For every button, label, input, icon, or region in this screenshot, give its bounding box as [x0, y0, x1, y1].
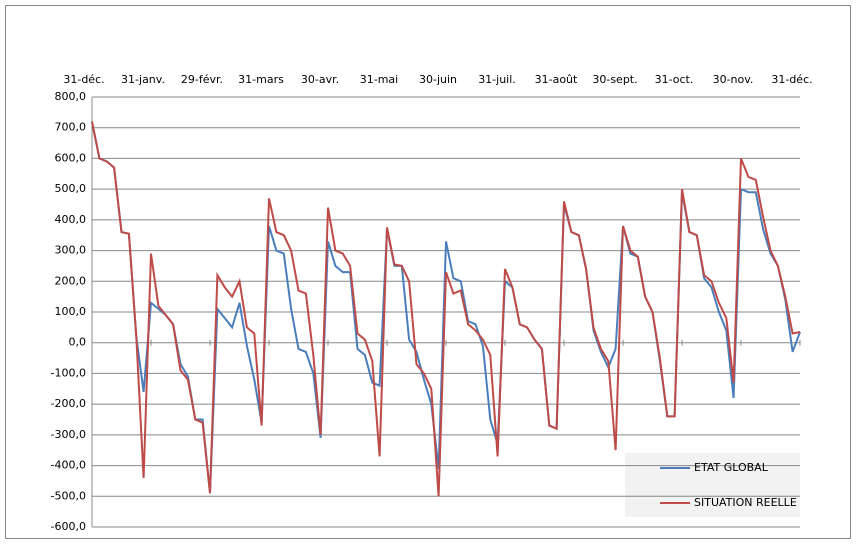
- legend-label: SITUATION REELLE: [694, 496, 797, 509]
- y-tick-label: -300,0: [51, 428, 86, 441]
- y-tick-label: 0,0: [69, 336, 87, 349]
- y-tick-label: -600,0: [51, 520, 86, 533]
- x-tick-label: 29-févr.: [181, 73, 223, 86]
- y-tick-label: 500,0: [55, 182, 87, 195]
- x-tick-label: 31-oct.: [655, 73, 694, 86]
- y-tick-label: -400,0: [51, 459, 86, 472]
- x-tick-label: 31-juil.: [478, 73, 516, 86]
- y-tick-label: -200,0: [51, 397, 86, 410]
- series-line: [91, 121, 801, 497]
- x-tick-label: 31-janv.: [121, 73, 165, 86]
- y-tick-label: 100,0: [55, 305, 87, 318]
- legend-label: ETAT GLOBAL: [694, 461, 769, 474]
- x-tick-label: 31-déc.: [771, 73, 812, 86]
- x-tick-label: 30-sept.: [592, 73, 637, 86]
- x-tick-label: 30-juin: [419, 73, 457, 86]
- legend-box: [625, 453, 800, 517]
- x-tick-label: 30-nov.: [713, 73, 754, 86]
- x-tick-label: 31-mars: [238, 73, 284, 86]
- y-tick-label: 800,0: [55, 90, 87, 103]
- y-tick-label: 700,0: [55, 121, 87, 134]
- y-tick-label: 300,0: [55, 244, 87, 257]
- chart-border: [5, 5, 851, 539]
- x-tick-label: 31-août: [535, 73, 578, 86]
- y-tick-label: 600,0: [55, 151, 87, 164]
- y-tick-label: -500,0: [51, 489, 86, 502]
- y-tick-label: -100,0: [51, 366, 86, 379]
- x-tick-label: 31-déc.: [63, 73, 104, 86]
- y-tick-label: 200,0: [55, 274, 87, 287]
- x-tick-label: 31-mai: [360, 73, 398, 86]
- y-tick-label: 400,0: [55, 213, 87, 226]
- x-tick-label: 30-avr.: [301, 73, 339, 86]
